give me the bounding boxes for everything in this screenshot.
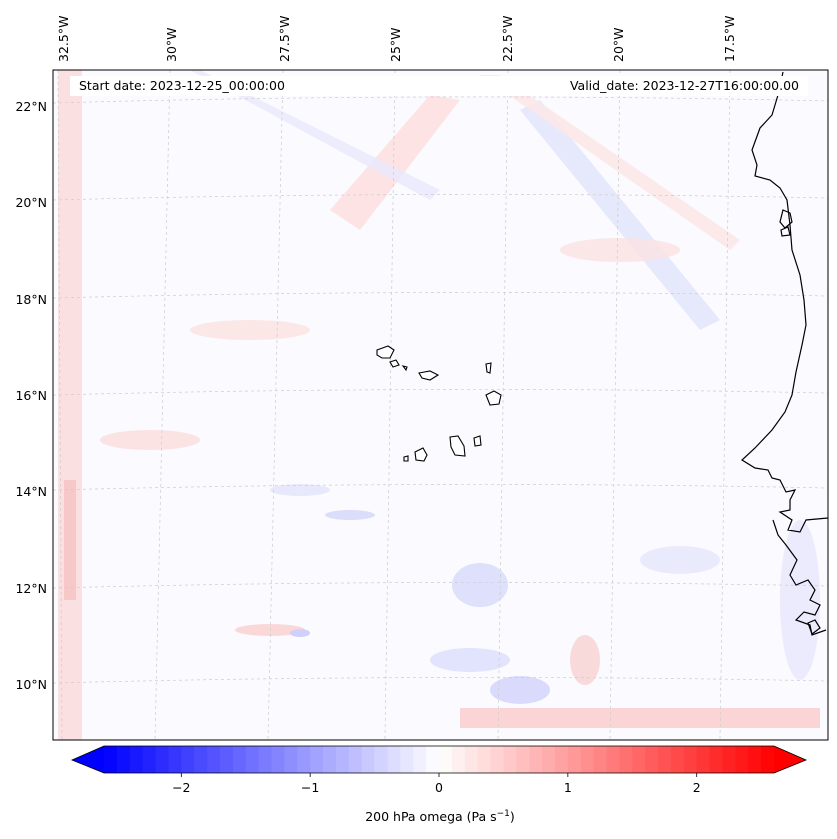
colorbar-segment	[348, 746, 363, 773]
colorbar-segment	[310, 746, 324, 773]
colorbar-segment	[451, 746, 466, 773]
lat-label: 22°N	[15, 99, 47, 114]
colorbar-segment	[529, 746, 543, 773]
colorbar-segment	[400, 746, 414, 773]
lat-label: 20°N	[15, 195, 47, 210]
colorbar-segment	[271, 746, 285, 773]
lat-label: 18°N	[15, 292, 47, 307]
colorbar-segment	[142, 746, 157, 773]
lat-label: 14°N	[15, 484, 47, 499]
colorbar-segment	[619, 746, 633, 773]
colorbar-segment	[593, 746, 608, 773]
colorbar-segment	[670, 746, 685, 773]
colorbar-segment	[542, 746, 556, 773]
colorbar-segment	[104, 746, 118, 773]
colorbar-outline	[70, 745, 808, 774]
colorbar-segment	[696, 746, 711, 773]
lon-label: 30°W	[164, 27, 179, 62]
omega-field	[53, 70, 828, 740]
colorbar-segment	[374, 746, 389, 773]
colorbar-segment	[232, 746, 247, 773]
lon-label: 25°W	[388, 27, 403, 62]
latitude-labels: 22°N 20°N 18°N 16°N 14°N 12°N 10°N	[15, 99, 47, 692]
colorbar-segment	[181, 746, 195, 773]
lat-label: 12°N	[15, 581, 47, 596]
colorbar-segment	[116, 746, 131, 773]
colorbar-segment	[387, 746, 401, 773]
colorbar-tick-label: 2	[693, 780, 701, 795]
colorbar-segment	[439, 746, 453, 773]
lon-label: 27.5°W	[277, 16, 292, 62]
start-date-label: Start date: 2023-12-25_00:00:00	[79, 78, 285, 93]
lon-label: 20°W	[611, 27, 626, 62]
colorbar-segment	[645, 746, 659, 773]
colorbar-segment	[155, 746, 170, 773]
colorbar-segment	[658, 746, 672, 773]
map-frame	[52, 69, 829, 741]
colorbar-segment	[219, 746, 234, 773]
colorbar-segment	[335, 746, 350, 773]
colorbar-segment	[258, 746, 273, 773]
colorbar-segment	[567, 746, 582, 773]
colorbar-segment	[761, 746, 775, 773]
colorbar-label: 200 hPa omega (Pa s−1)	[365, 809, 515, 824]
lon-label: 22.5°W	[500, 16, 515, 62]
longitude-labels: 32.5°W 30°W 27.5°W 25°W 22.5°W 20°W 17.5…	[56, 16, 737, 62]
colorbar: −2 −1 0 1 2 200 hPa omega (Pa s−1)	[70, 745, 808, 824]
colorbar-segment	[323, 746, 337, 773]
lat-label: 16°N	[15, 388, 47, 403]
colorbar-segment	[683, 746, 698, 773]
colorbar-tick-label: 1	[564, 780, 572, 795]
colorbar-segment	[503, 746, 517, 773]
gridlines	[53, 70, 828, 740]
colorbar-segment	[516, 746, 530, 773]
colorbar-segment	[735, 746, 749, 773]
colorbar-low-extend	[72, 746, 104, 773]
colorbar-segment	[490, 746, 505, 773]
date-banner	[70, 76, 808, 96]
lon-label: 32.5°W	[56, 16, 71, 62]
colorbar-high-extend	[774, 746, 806, 773]
coastline-africa	[741, 71, 828, 636]
colorbar-segment	[284, 746, 298, 773]
colorbar-tick-label: −2	[172, 780, 190, 795]
cape-verde-islands	[376, 345, 502, 462]
lon-label: 17.5°W	[722, 16, 737, 62]
colorbar-segment	[245, 746, 260, 773]
colorbar-segment	[168, 746, 182, 773]
colorbar-segment	[477, 746, 492, 773]
colorbar-tick-label: 0	[435, 780, 443, 795]
colorbar-segment	[722, 746, 736, 773]
colorbar-segment	[207, 746, 221, 773]
colorbar-segment	[297, 746, 311, 773]
colorbar-segment	[464, 746, 479, 773]
colorbar-tick-label: −1	[301, 780, 319, 795]
colorbar-segment	[580, 746, 595, 773]
lat-label: 10°N	[15, 677, 47, 692]
colorbar-segment	[413, 746, 427, 773]
colorbar-segment	[632, 746, 646, 773]
colorbar-segment	[748, 746, 762, 773]
colorbar-segment	[194, 746, 208, 773]
colorbar-segment	[606, 746, 620, 773]
valid-date-label: Valid_date: 2023-12-27T16:00:00.00	[570, 78, 799, 93]
colorbar-segment	[361, 746, 376, 773]
colorbar-segment	[129, 746, 144, 773]
colorbar-segment	[554, 746, 569, 773]
colorbar-segment	[709, 746, 724, 773]
colorbar-segment	[426, 746, 440, 773]
